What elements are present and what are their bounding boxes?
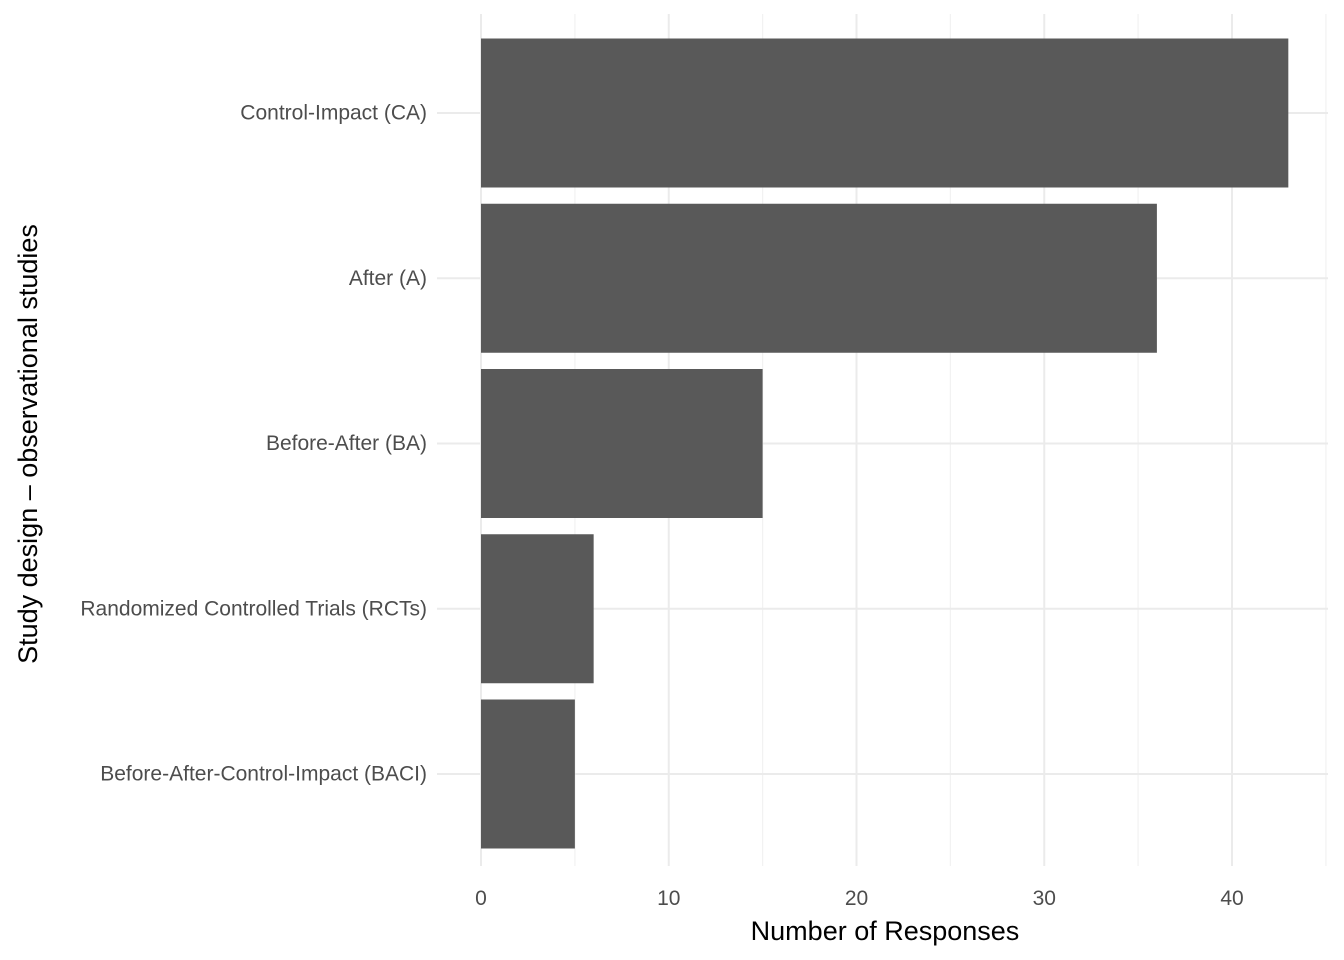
y-tick-label: After (A) (349, 267, 427, 290)
y-tick-label: Control-Impact (CA) (240, 102, 427, 125)
x-tick-label: 30 (1033, 887, 1056, 910)
bars (481, 38, 1289, 849)
x-tick-labels: 0 10 20 30 40 (475, 887, 1244, 910)
bar (481, 38, 1289, 188)
x-tick-label: 10 (657, 887, 680, 910)
y-tick-label: Randomized Controlled Trials (RCTs) (80, 597, 427, 620)
bar (481, 203, 1157, 353)
y-tick-label: Before-After (BA) (266, 432, 427, 455)
y-axis-title: Study design – observational studies (13, 224, 43, 664)
x-axis-title: Number of Responses (751, 916, 1020, 946)
bar (481, 699, 575, 849)
y-tick-labels: Control-Impact (CA) After (A) Before-After… (80, 102, 427, 786)
y-tick-label: Before-After-Control-Impact (BACI) (100, 763, 427, 786)
bar (481, 369, 763, 518)
x-tick-label: 20 (845, 887, 868, 910)
bar (481, 534, 594, 684)
x-tick-label: 40 (1220, 887, 1243, 910)
x-tick-label: 0 (475, 887, 487, 910)
